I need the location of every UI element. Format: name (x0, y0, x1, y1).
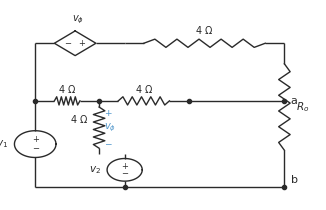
Text: +: + (78, 39, 85, 48)
Text: −: − (121, 169, 128, 178)
Text: −: − (104, 140, 111, 149)
Text: $4\ \Omega$: $4\ \Omega$ (58, 83, 76, 95)
Text: $v_2$: $v_2$ (89, 164, 101, 176)
Text: $v_\phi$: $v_\phi$ (72, 13, 84, 26)
Text: $4\ \Omega$: $4\ \Omega$ (135, 83, 153, 95)
Text: +: + (104, 109, 111, 118)
Text: $v_\phi$: $v_\phi$ (104, 121, 116, 134)
Text: $4\ \Omega$: $4\ \Omega$ (195, 24, 214, 36)
Text: b: b (291, 175, 298, 185)
Text: −: − (32, 144, 39, 153)
Text: $v_1$: $v_1$ (0, 138, 8, 150)
Text: a: a (291, 96, 298, 106)
Text: $4\ \Omega$: $4\ \Omega$ (69, 113, 88, 125)
Text: $R_o$: $R_o$ (296, 100, 309, 114)
Text: +: + (32, 135, 39, 144)
Text: +: + (121, 162, 128, 171)
Text: −: − (64, 39, 71, 48)
